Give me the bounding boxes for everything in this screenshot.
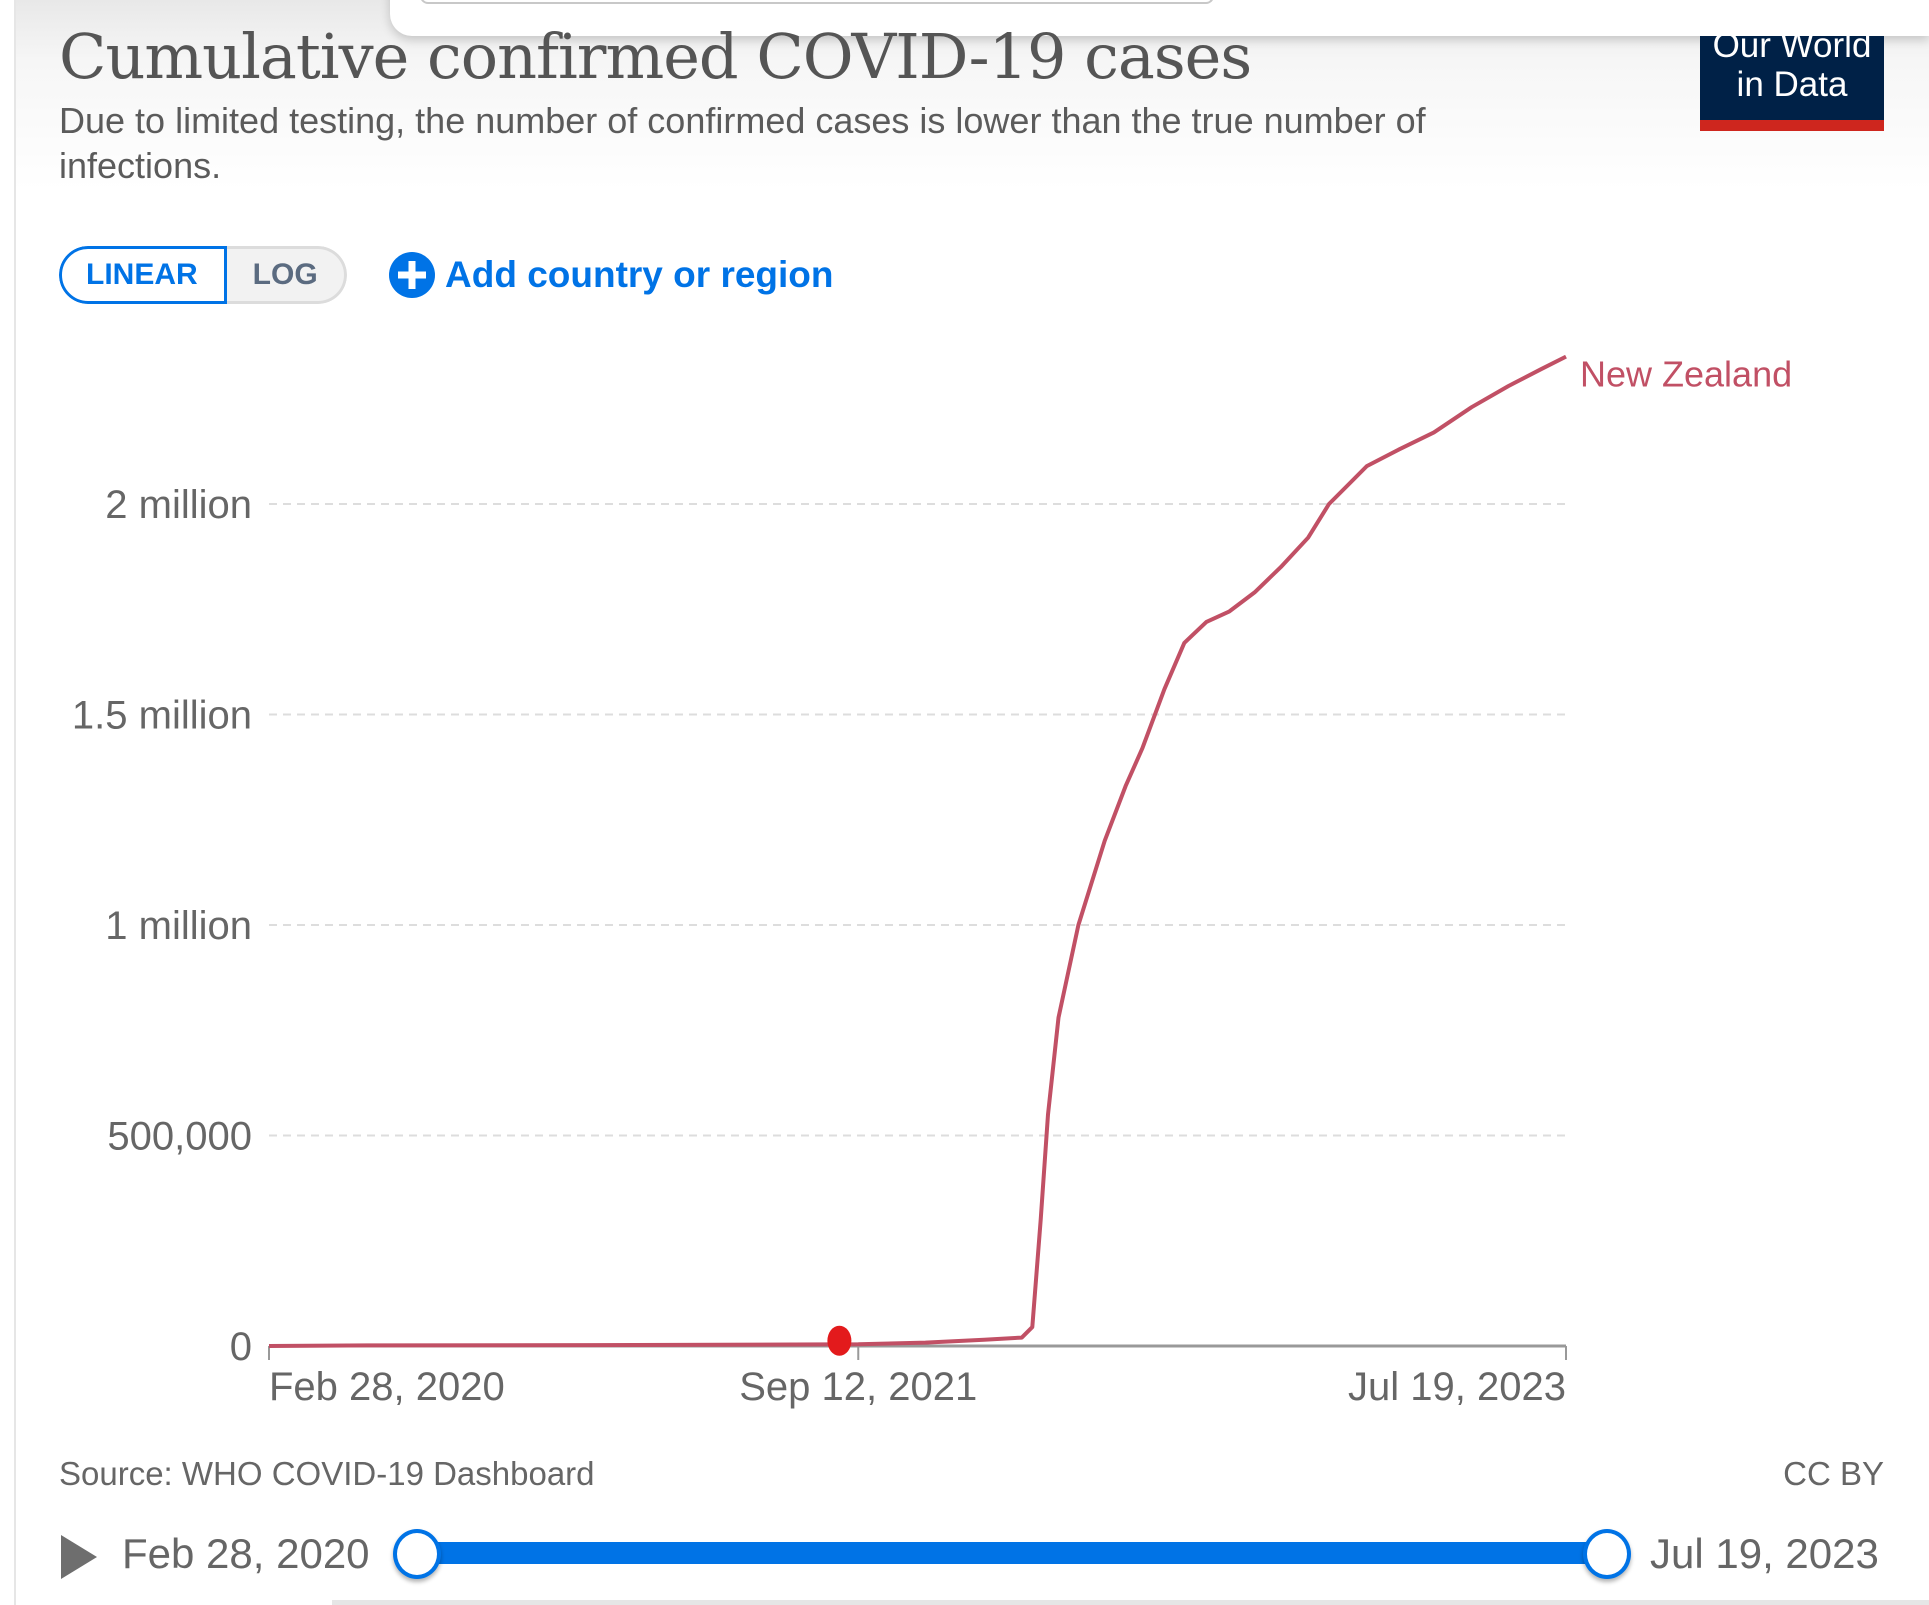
scale-toggle: LINEAR LOG [59,246,347,304]
timeline-slider-track[interactable] [415,1542,1605,1564]
owid-logo[interactable]: Our World in Data [1700,36,1884,131]
chart-subtitle: Due to limited testing, the number of co… [59,100,1426,186]
timeline-start-label: Feb 28, 2020 [122,1530,370,1577]
log-scale-button[interactable]: LOG [226,246,347,304]
add-country-label: Add country or region [445,254,834,295]
annotations [827,1325,852,1356]
logo-line-1: Our World [1712,36,1872,65]
x-tick-label: Jul 19, 2023 [1348,1365,1566,1409]
logo-line-2: in Data [1736,65,1848,104]
timeline-end-handle[interactable] [1583,1529,1631,1579]
x-axis: Feb 28, 2020 Sep 12, 2021 Jul 19, 2023 [268,1344,1567,1409]
series-label-new-zealand: New Zealand [1580,354,1792,395]
timeline-start-handle[interactable] [393,1529,441,1579]
y-tick-label: 2 million [105,483,252,527]
series-line-new-zealand [268,354,1567,1348]
y-tick-label: 0 [230,1325,252,1369]
add-country-button[interactable]: Add country or region [389,246,834,304]
linear-scale-button[interactable]: LINEAR [59,246,227,304]
x-tick-label: Sep 12, 2021 [739,1365,977,1409]
y-tick-label: 500,000 [107,1115,252,1159]
y-tick-label: 1.5 million [72,694,252,738]
license-link[interactable]: CC BY [1783,1455,1884,1492]
y-tick-label: 1 million [105,904,252,948]
gridlines [269,503,1566,1137]
red-marker [827,1325,852,1356]
chart-title: Cumulative confirmed COVID-19 cases [59,20,1252,93]
y-axis-ticks: 0 500,000 1 million 1.5 million 2 million [72,483,252,1369]
bottom-tab-bar [332,1600,1929,1605]
plus-circle-icon [389,252,435,298]
x-tick-label: Feb 28, 2020 [269,1365,505,1409]
left-border [14,0,16,1605]
play-icon[interactable] [61,1535,97,1579]
timeline-end-label: Jul 19, 2023 [1650,1530,1879,1577]
series-layer: New Zealand [268,354,1792,1348]
source-note[interactable]: Source: WHO COVID-19 Dashboard [59,1455,595,1492]
overlay-popup [390,0,1929,36]
